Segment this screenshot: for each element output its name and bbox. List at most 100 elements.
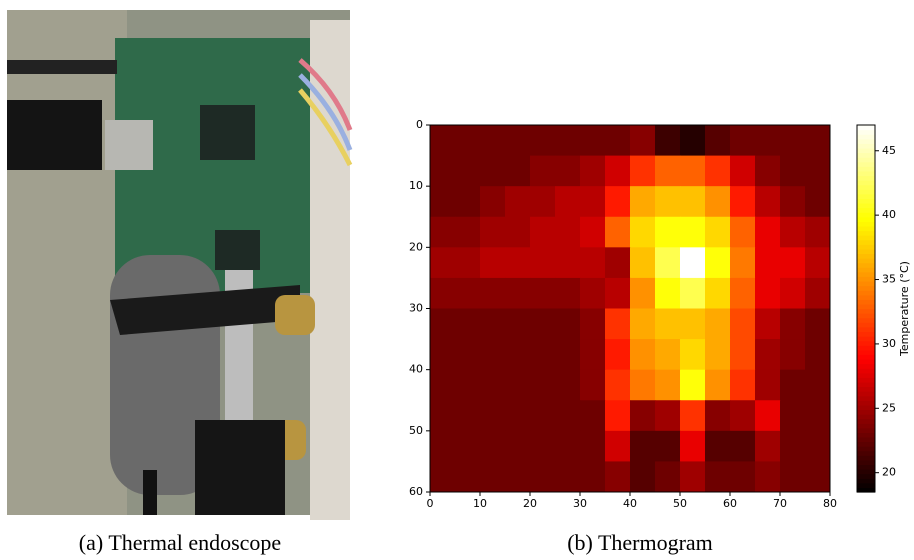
x-tick-label: 80 xyxy=(823,497,837,510)
x-tick-label: 50 xyxy=(673,497,687,510)
colorbar-segment xyxy=(857,419,875,424)
colorbar-segment xyxy=(857,185,875,190)
heat-cell xyxy=(455,217,481,248)
heat-cell xyxy=(805,370,831,401)
colorbar-segment xyxy=(857,451,875,456)
heat-cell xyxy=(680,156,706,187)
heat-cell xyxy=(805,247,831,278)
heat-cell xyxy=(505,309,531,340)
heat-cell xyxy=(680,461,706,492)
colorbar-segment xyxy=(857,189,875,194)
heat-cell xyxy=(655,217,681,248)
colorbar-segment xyxy=(857,208,875,213)
colorbar-segment xyxy=(857,442,875,447)
colorbar-segment xyxy=(857,148,875,153)
heat-cell xyxy=(505,247,531,278)
colorbar-segment xyxy=(857,221,875,226)
heat-cell xyxy=(555,309,581,340)
heat-cell xyxy=(630,339,656,370)
heat-cell xyxy=(780,431,806,462)
colorbar-segment xyxy=(857,272,875,277)
heat-cell xyxy=(530,125,556,156)
heat-cell xyxy=(680,400,706,431)
heat-cell xyxy=(780,309,806,340)
colorbar-segment xyxy=(857,386,875,391)
heat-cell xyxy=(605,278,631,309)
colorbar-segment xyxy=(857,432,875,437)
heat-cell xyxy=(580,125,606,156)
heat-cell xyxy=(555,400,581,431)
heat-cell xyxy=(730,156,756,187)
colorbar-segment xyxy=(857,249,875,254)
heat-cell xyxy=(755,461,781,492)
colorbar-segment xyxy=(857,194,875,199)
heat-cell xyxy=(805,309,831,340)
colorbar-segment xyxy=(857,414,875,419)
y-tick-label: 10 xyxy=(409,179,423,192)
heat-cell xyxy=(505,278,531,309)
heat-cell xyxy=(755,339,781,370)
heat-cell xyxy=(480,125,506,156)
heat-cell xyxy=(530,247,556,278)
heat-cell xyxy=(480,278,506,309)
heat-cell xyxy=(805,339,831,370)
colorbar-tick-label: 35 xyxy=(882,273,896,286)
y-tick-label: 60 xyxy=(409,485,423,498)
heat-cell xyxy=(530,400,556,431)
colorbar-segment xyxy=(857,304,875,309)
heat-cell xyxy=(705,400,731,431)
x-tick-label: 60 xyxy=(723,497,737,510)
heat-cell xyxy=(655,156,681,187)
heat-cell xyxy=(730,461,756,492)
heat-cell xyxy=(705,125,731,156)
heat-cell xyxy=(730,339,756,370)
heat-cell xyxy=(505,217,531,248)
heat-cell xyxy=(780,156,806,187)
heat-cell xyxy=(680,309,706,340)
heat-cell xyxy=(555,431,581,462)
colorbar-segment xyxy=(857,212,875,217)
heat-cell xyxy=(480,247,506,278)
colorbar-segment xyxy=(857,290,875,295)
heat-cell xyxy=(430,186,456,217)
heat-cell xyxy=(655,370,681,401)
heat-cell xyxy=(505,186,531,217)
heat-cell xyxy=(605,339,631,370)
heat-cell xyxy=(605,217,631,248)
colorbar-segment xyxy=(857,134,875,139)
colorbar-segment xyxy=(857,350,875,355)
heat-cell xyxy=(480,370,506,401)
heat-cell xyxy=(505,370,531,401)
colorbar-segment xyxy=(857,359,875,364)
colorbar-segment xyxy=(857,217,875,222)
heat-cell xyxy=(480,186,506,217)
heat-cell xyxy=(455,339,481,370)
heat-cell xyxy=(480,431,506,462)
heat-cell xyxy=(780,461,806,492)
colorbar-segment xyxy=(857,345,875,350)
heat-cell xyxy=(755,247,781,278)
colorbar-segment xyxy=(857,478,875,483)
heat-cell xyxy=(480,156,506,187)
heat-cell xyxy=(780,278,806,309)
heat-cell xyxy=(630,247,656,278)
heat-cell xyxy=(455,400,481,431)
heat-cell xyxy=(705,339,731,370)
colorbar-segment xyxy=(857,446,875,451)
heat-cell xyxy=(605,309,631,340)
colorbar-segment xyxy=(857,244,875,249)
heat-cell xyxy=(530,370,556,401)
heat-cell xyxy=(655,278,681,309)
heat-cell xyxy=(630,278,656,309)
colorbar-segment xyxy=(857,198,875,203)
heat-cell xyxy=(530,339,556,370)
x-tick-label: 10 xyxy=(473,497,487,510)
heat-cell xyxy=(755,400,781,431)
heat-cell xyxy=(530,156,556,187)
colorbar-tick-label: 20 xyxy=(882,466,896,479)
colorbar-segment xyxy=(857,400,875,405)
heat-cell xyxy=(730,186,756,217)
heat-cell xyxy=(605,400,631,431)
x-tick-label: 40 xyxy=(623,497,637,510)
heat-cell xyxy=(505,156,531,187)
